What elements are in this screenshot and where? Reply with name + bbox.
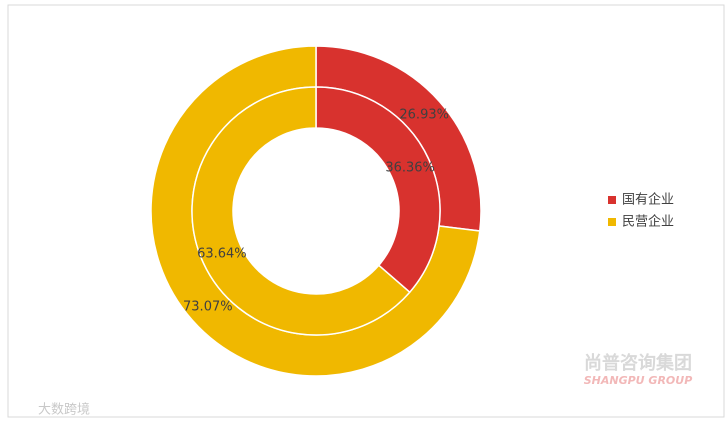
watermark: 尚普咨询集团 bbox=[584, 352, 692, 374]
legend-label: 民营企业 bbox=[622, 214, 674, 230]
data-label: 73.07% bbox=[183, 299, 233, 314]
data-label: 26.93% bbox=[399, 108, 449, 123]
legend-swatch bbox=[608, 196, 616, 204]
watermark: SHANGPU GROUP bbox=[584, 374, 693, 387]
legend-swatch bbox=[608, 218, 616, 226]
ring-segment bbox=[191, 86, 411, 336]
ring-segment bbox=[315, 86, 441, 294]
legend-label: 国有企业 bbox=[622, 192, 674, 208]
data-label: 36.36% bbox=[385, 160, 435, 175]
data-label: 63.64% bbox=[197, 247, 247, 262]
watermark: 大数跨境 bbox=[38, 403, 90, 418]
